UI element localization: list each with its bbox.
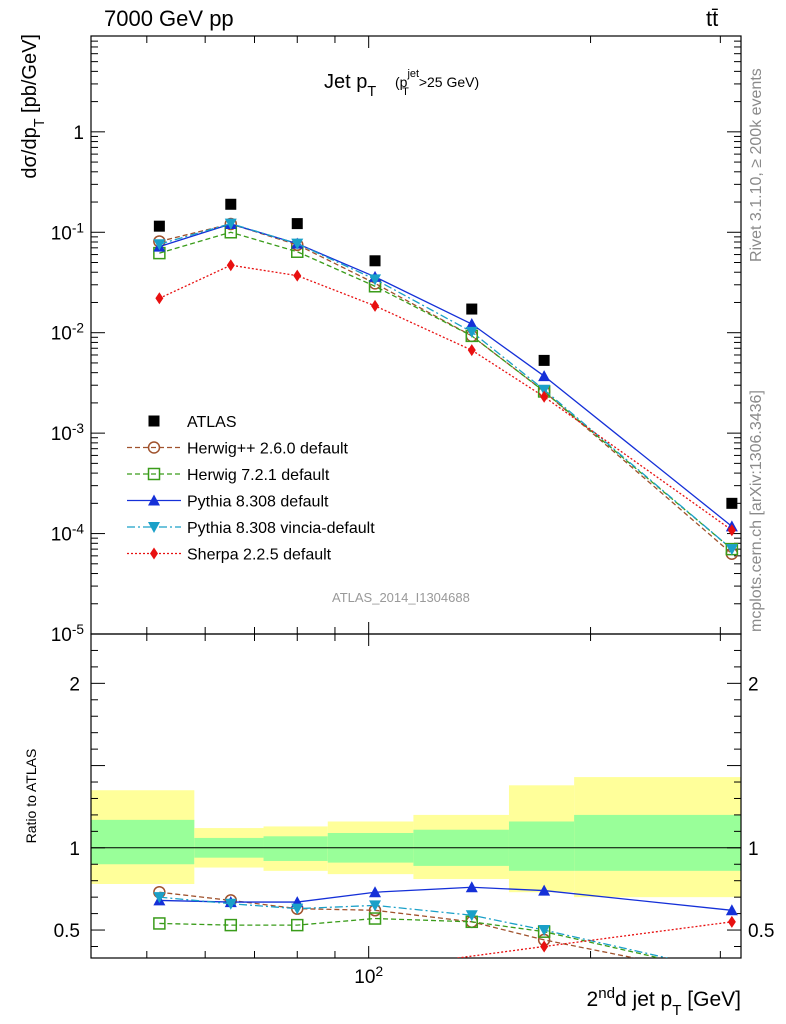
x-axis-title: 2ndd jet pT [GeV] <box>587 985 741 1019</box>
band-stat-0 <box>91 819 195 865</box>
data-point-4-4 <box>465 326 478 338</box>
data-point-4-2 <box>291 238 304 250</box>
data-point-5-1 <box>226 259 235 272</box>
y-tick-label-ratio-right: 0.5 <box>748 921 774 942</box>
legend-label-3: Pythia 8.308 default <box>187 494 329 511</box>
data-point-4-6 <box>725 544 738 556</box>
y-tick-label-ratio: 2 <box>69 674 80 695</box>
chart-title: Jet pT <box>324 71 376 100</box>
legend-marker-2 <box>147 467 161 481</box>
ratio-point-2-5 <box>538 884 551 896</box>
data-point-5-3 <box>371 299 380 312</box>
y-tick-label-main: 10-1 <box>51 220 84 245</box>
y-tick-label-ratio-right: 1 <box>748 839 759 860</box>
legend-marker-0 <box>148 415 160 427</box>
legend-marker-4 <box>148 522 160 533</box>
ratio-line-1 <box>159 917 660 958</box>
ratio-bands <box>91 777 741 898</box>
data-point-0-1 <box>225 198 237 210</box>
data-point-0-3 <box>369 255 381 267</box>
data-point-0-4 <box>466 303 478 315</box>
ratio-line-4 <box>457 921 732 958</box>
analysis-watermark: ATLAS_2014_I1304688 <box>332 590 470 605</box>
legend: ATLAS Herwig++ 2.6.0 default Herwig 7.2.1 … <box>127 414 375 564</box>
ratio-point-3-0 <box>153 892 166 904</box>
process-label: 7000 GeV pp <box>104 6 234 31</box>
ratio-point-1-0 <box>153 917 166 930</box>
legend-marker-1 <box>147 441 161 454</box>
data-point-0-6 <box>726 497 738 509</box>
legend-label-0: ATLAS <box>187 414 237 431</box>
y-tick-label-main: 1 <box>73 123 84 144</box>
data-point-4-1 <box>224 218 237 230</box>
data-point-0-2 <box>291 218 303 230</box>
data-point-0-0 <box>153 220 165 232</box>
band-stat-5 <box>508 821 575 871</box>
ratio-point-1-2 <box>291 918 304 932</box>
main-series <box>153 198 739 560</box>
ratio-point-4-1 <box>727 915 736 928</box>
data-point-5-0 <box>155 292 164 305</box>
ratio-series <box>153 881 738 958</box>
legend-label-5: Sherpa 2.2.5 default <box>187 547 332 564</box>
data-point-3-4 <box>465 318 478 330</box>
ratio-point-1-3 <box>368 912 382 925</box>
data-point-4-0 <box>153 239 166 251</box>
y-axis-title-ratio: Ratio to ATLAS <box>23 749 39 844</box>
data-point-5-4 <box>467 344 476 357</box>
ratio-point-2-6 <box>725 904 738 916</box>
ratio-point-3-2 <box>291 903 304 915</box>
y-tick-label-ratio: 0.5 <box>54 921 80 942</box>
legend-label-1: Herwig++ 2.6.0 default <box>187 441 349 458</box>
main-frame <box>90 35 742 635</box>
ratio-point-3-3 <box>369 900 382 912</box>
data-point-5-6 <box>727 524 736 537</box>
y-tick-label-ratio-right: 2 <box>748 674 759 695</box>
legend-marker-5 <box>150 547 158 560</box>
y-tick-label-ratio: 1 <box>69 839 80 860</box>
band-stat-2 <box>263 836 328 861</box>
y-tick-label-main: 10-2 <box>51 320 84 345</box>
rivet-version-label: Rivet 3.1.10, ≥ 200k events <box>748 68 765 262</box>
data-point-3-5 <box>538 370 551 382</box>
y-tick-label-main: 10-5 <box>51 622 85 647</box>
x-tick-label: 102 <box>354 964 383 989</box>
ratio-point-2-4 <box>465 881 478 893</box>
y-tick-label-main: 10-3 <box>51 421 84 446</box>
ratio-point-3-5 <box>538 925 551 937</box>
ratio-point-4-0 <box>540 940 549 953</box>
ratio-point-3-1 <box>224 898 237 910</box>
data-point-5-5 <box>540 390 549 403</box>
ratio-point-3-4 <box>465 910 478 922</box>
ratio-point-2-3 <box>369 886 382 898</box>
source-label: mcplots.cern.ch [arXiv:1306.3436] <box>748 390 765 632</box>
y-axis-title-main: dσ/dpT [pb/GeV] <box>19 34 48 179</box>
ratio-point-1-1 <box>224 918 238 932</box>
data-point-5-2 <box>293 269 302 282</box>
y-tick-label-main: 10-4 <box>51 521 85 546</box>
ratio-frame <box>90 633 742 959</box>
data-point-4-5 <box>538 384 551 396</box>
series-line-5 <box>159 264 733 531</box>
final-state-label: tt̄ <box>706 6 719 31</box>
data-point-0-5 <box>538 354 550 366</box>
data-point-4-3 <box>369 274 382 286</box>
legend-label-4: Pythia 8.308 vincia-default <box>187 520 375 537</box>
legend-label-2: Herwig 7.2.1 default <box>187 467 330 484</box>
band-stat-6 <box>574 814 741 871</box>
chart-title-cut: (pjet T>25 GeV) <box>395 68 479 98</box>
legend-marker-3 <box>148 494 160 506</box>
